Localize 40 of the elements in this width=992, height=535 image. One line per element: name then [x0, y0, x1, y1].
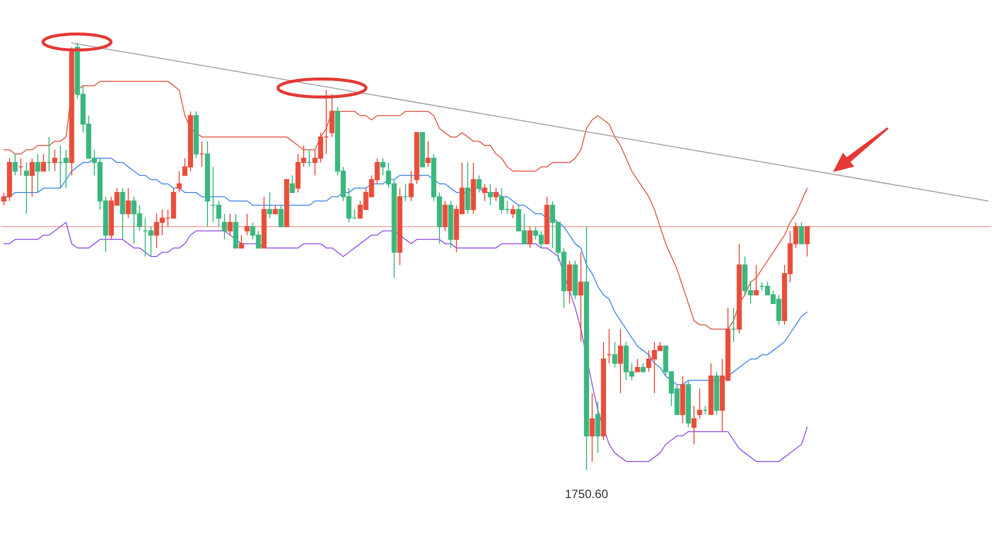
candlestick	[278, 204, 284, 228]
candlestick	[120, 188, 126, 240]
candlestick	[176, 170, 182, 193]
candlestick	[228, 213, 233, 236]
candlestick	[30, 158, 35, 198]
candlestick	[590, 392, 595, 462]
candlestick	[442, 200, 448, 232]
candlestick	[618, 328, 623, 394]
candlestick	[697, 388, 702, 420]
candlestick	[329, 94, 334, 138]
candlestick	[595, 401, 600, 454]
candlestick	[493, 188, 499, 202]
candlestick	[510, 204, 516, 219]
candlestick	[244, 213, 250, 236]
candlestick	[222, 213, 227, 240]
candlestick	[691, 405, 697, 445]
candlestick	[24, 162, 29, 214]
candlestick	[380, 158, 386, 176]
candlestick	[634, 358, 640, 372]
candlestick	[754, 264, 759, 296]
candlestick	[267, 192, 272, 219]
candlestick	[40, 154, 46, 172]
candlestick	[408, 170, 414, 202]
candlestick	[290, 174, 295, 193]
candlestick	[612, 341, 618, 368]
candlestick	[798, 222, 804, 244]
candlestick	[426, 140, 431, 168]
candlestick	[578, 252, 584, 342]
candlestick	[126, 188, 131, 219]
candlestick	[238, 234, 244, 248]
candlestick	[804, 226, 810, 257]
candlestick	[482, 183, 488, 202]
candlestick	[52, 149, 58, 172]
candlestick	[476, 174, 482, 193]
candlestick	[488, 183, 493, 206]
candlestick	[465, 162, 470, 214]
candlestick	[12, 154, 18, 176]
candlestick	[527, 226, 532, 248]
candlestick	[35, 154, 40, 193]
annotation: 1750.60	[564, 487, 609, 501]
